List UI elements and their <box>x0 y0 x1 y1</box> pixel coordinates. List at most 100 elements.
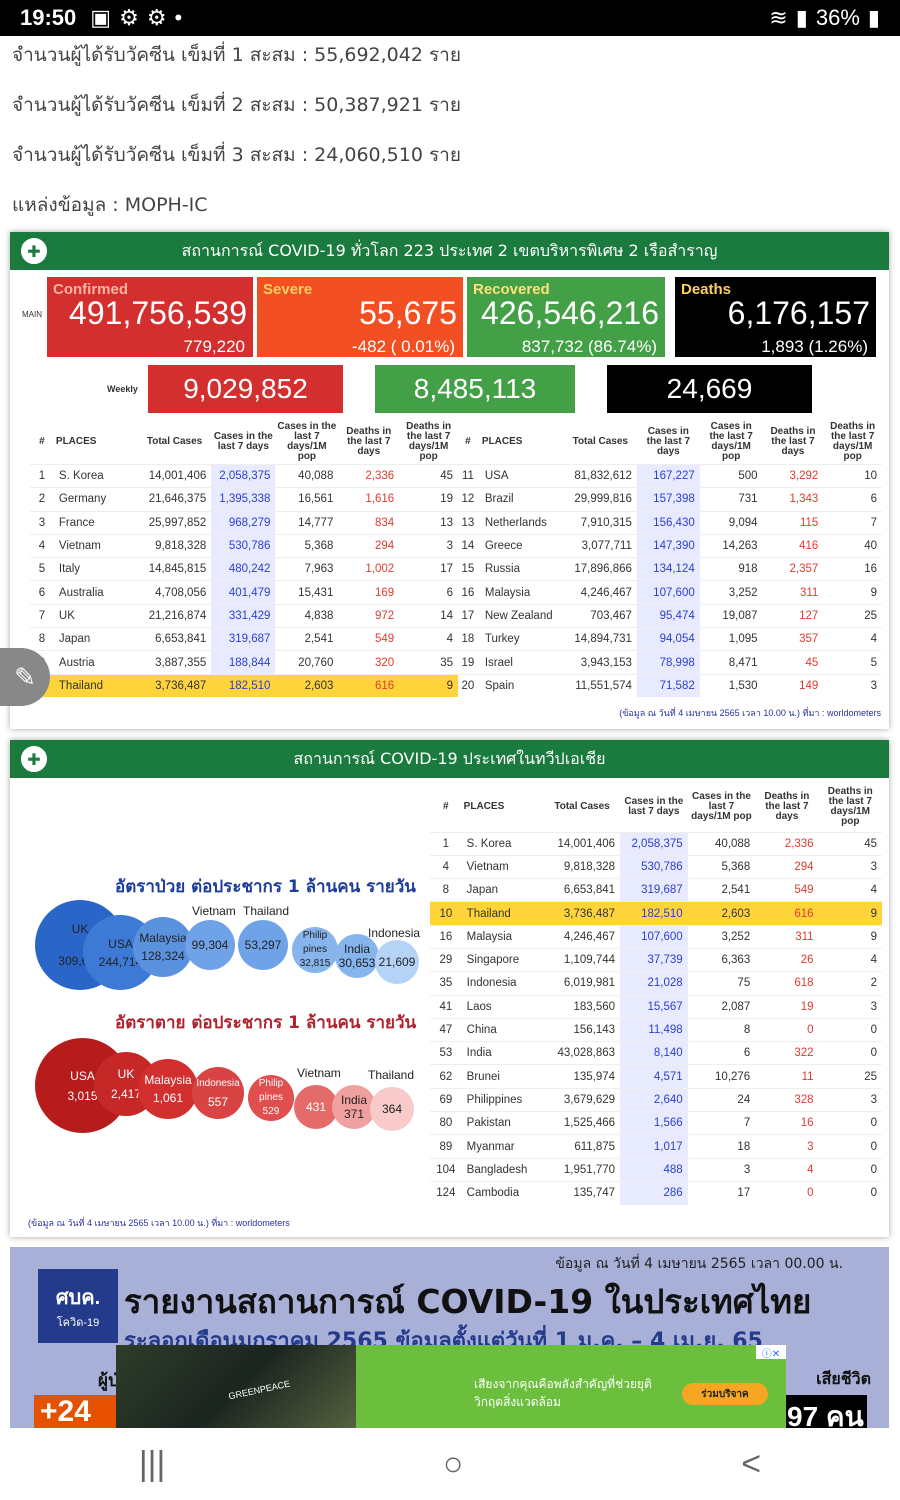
bubble-death-malaysia: Malaysia 1,061 <box>138 1059 198 1119</box>
table-cell: 5 <box>30 557 54 581</box>
table-cell: Austria <box>53 650 138 675</box>
table-row: 16 Malaysia 4,246,467 107,600 3,252 311 9 <box>430 924 882 949</box>
recovered-sub: 837,732 (86.74%) <box>521 337 657 356</box>
table-cell: 0 <box>755 1017 819 1042</box>
col-deaths7: Deaths in the last 7 days <box>770 426 816 457</box>
table-cell: 0 <box>818 1180 882 1205</box>
bubble-label-vietnam-death: Vietnam <box>297 1066 341 1080</box>
table-cell: 1,095 <box>699 627 763 651</box>
home-button[interactable]: ○ <box>443 1444 464 1483</box>
ad-donate-button[interactable]: ร่วมบริจาค <box>682 1383 768 1405</box>
bubble-name: Philip pines <box>258 1078 284 1103</box>
col-cases7m: Cases in the last 7 days/1M pop <box>277 421 337 462</box>
ccsa-logo-text: ศบค. <box>55 1287 101 1309</box>
edit-pencil-button[interactable]: ✎ <box>0 648 50 706</box>
main-label: MAIN <box>22 310 42 319</box>
table-cell: 14 <box>456 533 480 558</box>
table-cell: 12 <box>456 487 480 512</box>
severe-label: Severe <box>263 281 313 298</box>
table-cell: 1,566 <box>620 1111 688 1135</box>
thai-report-title: รายงานสถานการณ์ COVID-19 ในประเทศไทย <box>124 1282 812 1321</box>
back-button[interactable]: < <box>741 1444 762 1483</box>
table-cell: 972 <box>338 603 400 628</box>
table-cell: 6 <box>823 487 882 512</box>
bubble-value: 244,714 <box>98 954 143 969</box>
asia-covid-card: ✚ สถานการณ์ COVID-19 ประเทศในทวีปเอเชีย … <box>10 740 889 1237</box>
table-cell: 25 <box>823 603 882 628</box>
table-cell: 480,242 <box>211 557 276 581</box>
table-cell: 1,002 <box>338 557 400 581</box>
table-cell: Cambodia <box>461 1180 545 1205</box>
battery-percent: 36% <box>815 5 860 30</box>
table-row: 47 China 156,143 11,498 8 0 0 <box>430 1017 882 1042</box>
bubble-infection-thailand: 53,297 <box>238 920 288 970</box>
table-cell: 1,616 <box>338 487 400 512</box>
table-cell: 834 <box>338 510 400 535</box>
world-covid-card: ✚ สถานการณ์ COVID-19 ทั่วโลก 223 ประเทศ … <box>10 232 889 729</box>
ad-close-icon[interactable]: ⓘ✕ <box>756 1345 786 1360</box>
table-cell: 2 <box>30 487 54 512</box>
col-rank: # <box>465 436 471 447</box>
table-cell: 45 <box>399 463 458 488</box>
table-cell: 17 <box>456 603 480 628</box>
table-cell: 124 <box>430 1180 462 1205</box>
table-cell: 69 <box>430 1087 462 1112</box>
greenpeace-ad[interactable]: GREENPEACE เสียงจากคุณคือพลังสำคัญที่ช่ว… <box>116 1345 786 1428</box>
table-cell: 115 <box>762 510 824 535</box>
table-cell: 500 <box>699 463 763 488</box>
recent-apps-button[interactable]: ||| <box>138 1444 166 1483</box>
table-cell: 182,510 <box>620 901 688 926</box>
table-cell: 6,653,841 <box>544 878 621 902</box>
col-total: Total Cases <box>572 436 628 447</box>
bubble-death-philippines: Philip pines 529 <box>248 1075 294 1121</box>
table-cell: 1,395,338 <box>211 487 276 512</box>
table-cell: 9 <box>818 924 882 949</box>
table-cell: 16 <box>456 580 480 605</box>
table-cell: 4 <box>823 627 882 651</box>
bubble-label-thailand: Thailand <box>243 904 290 918</box>
table-cell: Laos <box>461 994 545 1019</box>
deaths-sub: 1,893 (1.26%) <box>761 337 868 356</box>
recovered-weekly: 8,485,113 <box>375 365 575 413</box>
table-cell: 37,739 <box>620 947 688 972</box>
recovered-value: 426,546,216 <box>481 295 659 331</box>
table-cell: 6 <box>687 1041 756 1065</box>
vaccine-dose-1: จำนวนผู้ได้รับวัคซีน เข็มที่ 1 สะสม : 55… <box>12 44 461 66</box>
severe-stat: Severe 55,675 -482 ( 0.01%) <box>257 277 463 357</box>
table-cell: 19 <box>456 650 480 675</box>
col-deaths7m: Deaths in the last 7 days/1M pop <box>827 785 873 827</box>
table-cell: 11 <box>456 463 480 488</box>
table-cell: 43,028,863 <box>544 1041 621 1065</box>
table-cell: 2,603 <box>687 901 756 926</box>
gallery-icon: ▣ <box>90 5 112 30</box>
asia-source: (ข้อมูล ณ วันที่ 4 เมษายน 2565 เวลา 10.0… <box>28 1218 290 1228</box>
table-cell: 549 <box>755 878 819 902</box>
table-cell: 17,896,866 <box>563 557 637 581</box>
table-cell: 319,687 <box>211 627 276 651</box>
bubble-name: India <box>343 942 371 956</box>
bubble-name: USA <box>108 936 133 951</box>
bubble-value: 3,015 <box>67 1088 98 1103</box>
table-cell: 8,471 <box>699 650 763 675</box>
bubble-value: 557 <box>207 1095 229 1109</box>
table-cell: 26 <box>755 947 819 972</box>
table-cell: 3 <box>818 994 882 1019</box>
recovered-label: Recovered <box>473 281 550 298</box>
table-cell: France <box>53 510 138 535</box>
confirmed-value: 491,756,539 <box>69 295 247 331</box>
table-cell: 89 <box>430 1134 462 1159</box>
bubble-value: 529 <box>262 1106 280 1117</box>
deaths-label: Deaths <box>681 281 732 298</box>
table-cell: 21,028 <box>620 971 688 996</box>
table-cell: 3,077,711 <box>563 533 637 558</box>
confirmed-label: Confirmed <box>53 281 128 298</box>
table-cell: 286 <box>620 1180 688 1205</box>
table-cell: 40 <box>823 533 882 558</box>
table-cell: 320 <box>338 650 400 675</box>
table-cell: Spain <box>479 673 564 698</box>
col-places: PLACES <box>463 800 505 812</box>
table-cell: S. Korea <box>461 831 545 856</box>
wifi-icon: ≋ <box>769 5 788 30</box>
table-cell: 6,363 <box>687 947 756 972</box>
table-cell: 294 <box>338 533 400 558</box>
